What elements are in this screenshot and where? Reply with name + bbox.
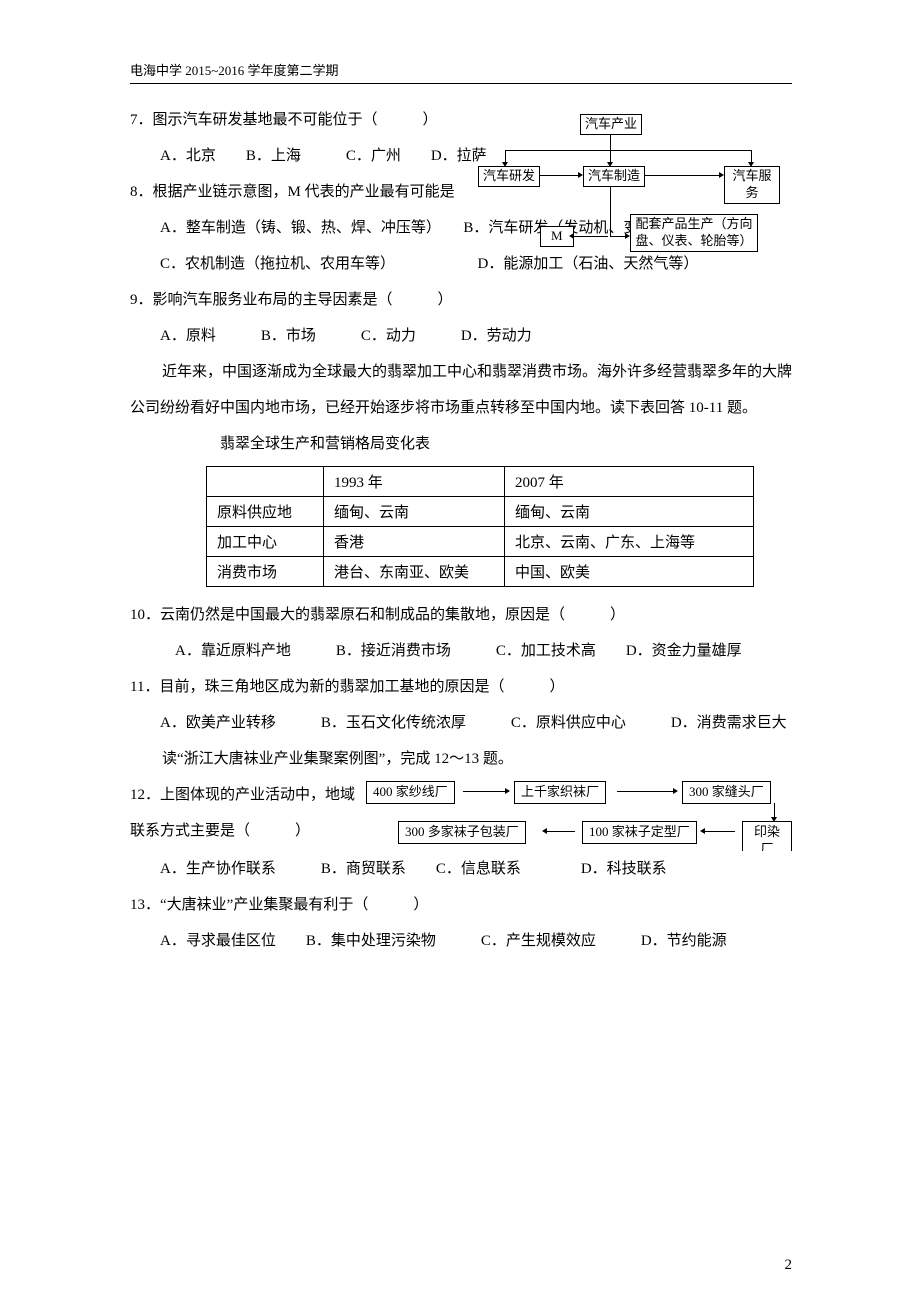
flow1-line xyxy=(645,175,719,176)
flow1-line xyxy=(505,150,752,151)
flow1-box-service: 汽车服务 xyxy=(724,166,780,204)
table-header: 2007 年 xyxy=(505,467,754,497)
table-row: 加工中心 香港 北京、云南、广东、上海等 xyxy=(207,527,754,557)
flow1-line xyxy=(610,150,611,162)
flow1-line xyxy=(610,134,611,150)
flow2-box-d: 300 多家袜子包装厂 xyxy=(398,821,526,844)
flow1-box-manufacture: 汽车制造 xyxy=(583,166,645,187)
flow2-box-e: 100 家袜子定型厂 xyxy=(582,821,697,844)
flow1-box-research: 汽车研发 xyxy=(478,166,540,187)
page: 电海中学 2015~2016 学年度第二学期 汽车产业 汽车研发 汽车制造 汽车… xyxy=(0,0,920,1302)
flow2-arrow xyxy=(705,831,735,832)
table-cell: 原料供应地 xyxy=(207,497,324,527)
flow2-arrow xyxy=(547,831,575,832)
socks-industry-flowchart: 400 家纱线厂 上千家织袜厂 300 家缝头厂 300 多家袜子包装厂 100… xyxy=(366,781,792,851)
flow1-line xyxy=(751,150,752,162)
question-12-options: A．生产协作联系 B．商贸联系 C．信息联系 D．科技联系 xyxy=(130,851,792,887)
table-row: 原料供应地 缅甸、云南 缅甸、云南 xyxy=(207,497,754,527)
flow2-arrow xyxy=(774,803,775,817)
flow1-line xyxy=(574,236,608,237)
header-divider xyxy=(130,83,792,84)
table-row: 消费市场 港台、东南亚、欧美 中国、欧美 xyxy=(207,557,754,587)
table-header: 1993 年 xyxy=(324,467,505,497)
table-cell: 缅甸、云南 xyxy=(324,497,505,527)
flow2-box-c: 300 家缝头厂 xyxy=(682,781,771,804)
question-13: 13．“大唐袜业”产业集聚最有利于（ ） A．寻求最佳区位 B．集中处理污染物 … xyxy=(130,887,792,959)
q11-options: A．欧美产业转移 B．玉石文化传统浓厚 C．原料供应中心 D．消费需求巨大 xyxy=(130,705,792,741)
q10-options: A．靠近原料产地 B．接近消费市场 C．加工技术高 D．资金力量雄厚 xyxy=(130,633,792,669)
table-cell: 港台、东南亚、欧美 xyxy=(324,557,505,587)
table-cell: 缅甸、云南 xyxy=(505,497,754,527)
flow2-arrow xyxy=(617,791,673,792)
flow1-line xyxy=(505,150,506,162)
automobile-industry-flowchart: 汽车产业 汽车研发 汽车制造 汽车服务 M 配套产品生产（方向盘、仪表、轮胎等） xyxy=(480,114,780,294)
table-title: 翡翠全球生产和营销格局变化表 xyxy=(130,426,792,462)
table-row: 1993 年 2007 年 xyxy=(207,467,754,497)
flow2-arrow xyxy=(463,791,505,792)
question-10: 10．云南仍然是中国最大的翡翠原石和制成品的集散地，原因是（ ） A．靠近原料产… xyxy=(130,597,792,669)
page-header: 电海中学 2015~2016 学年度第二学期 xyxy=(130,60,792,79)
q13-stem: 13．“大唐袜业”产业集聚最有利于（ ） xyxy=(130,887,792,923)
q10-stem: 10．云南仍然是中国最大的翡翠原石和制成品的集散地，原因是（ ） xyxy=(130,597,792,633)
table-cell: 北京、云南、广东、上海等 xyxy=(505,527,754,557)
page-number: 2 xyxy=(785,1257,793,1274)
flow1-line xyxy=(610,186,611,236)
flow2-box-b: 上千家织袜厂 xyxy=(514,781,606,804)
q11-stem: 11．目前，珠三角地区成为新的翡翠加工基地的原因是（ ） xyxy=(130,669,792,705)
passage-1: 近年来，中国逐渐成为全球最大的翡翠加工中心和翡翠消费市场。海外许多经营翡翠多年的… xyxy=(130,354,792,426)
table-header xyxy=(207,467,324,497)
flow1-line xyxy=(610,236,625,237)
table-cell: 中国、欧美 xyxy=(505,557,754,587)
flow1-box-top: 汽车产业 xyxy=(580,114,642,135)
question-12: 400 家纱线厂 上千家织袜厂 300 家缝头厂 300 多家袜子包装厂 100… xyxy=(130,777,792,851)
flow2-box-a: 400 家纱线厂 xyxy=(366,781,455,804)
table-cell: 消费市场 xyxy=(207,557,324,587)
table-cell: 香港 xyxy=(324,527,505,557)
q12-options: A．生产协作联系 B．商贸联系 C．信息联系 D．科技联系 xyxy=(130,851,792,887)
q13-options: A．寻求最佳区位 B．集中处理污染物 C．产生规模效应 D．节约能源 xyxy=(130,923,792,959)
q9-options: A．原料 B．市场 C．动力 D．劳动力 xyxy=(130,318,792,354)
passage-2: 读“浙江大唐袜业产业集聚案例图”，完成 12～13 题。 xyxy=(130,741,792,777)
question-11: 11．目前，珠三角地区成为新的翡翠加工基地的原因是（ ） A．欧美产业转移 B．… xyxy=(130,669,792,741)
flow1-box-side: 配套产品生产（方向盘、仪表、轮胎等） xyxy=(630,214,758,252)
flow1-line xyxy=(540,175,578,176)
flow2-box-f: 印染厂 xyxy=(742,821,792,851)
table-cell: 加工中心 xyxy=(207,527,324,557)
jade-table: 1993 年 2007 年 原料供应地 缅甸、云南 缅甸、云南 加工中心 香港 … xyxy=(206,466,754,587)
